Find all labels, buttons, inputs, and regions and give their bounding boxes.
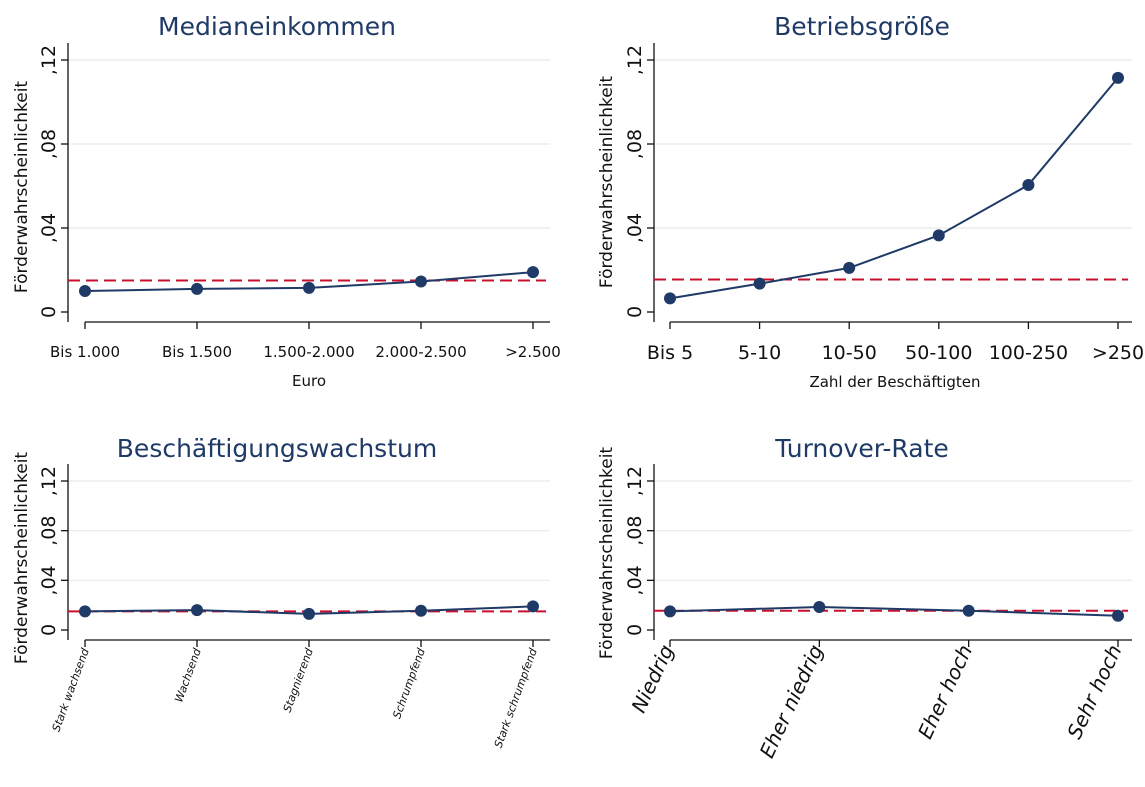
chart-title: Medianeinkommen [158,12,396,41]
data-point [1112,71,1124,84]
y-axis-label: Förderwahrscheinlichkeit [12,452,32,665]
y-tick-label: 0 [38,624,60,636]
x-tick-label: Eher hoch [913,641,977,742]
series-line [669,77,1119,300]
data-point [415,275,427,288]
chart-title: Betriebsgröße [774,12,950,41]
data-point [962,604,975,617]
y-tick-label: ,04 [624,565,646,595]
y-tick-label: 0 [624,306,646,318]
series-line [669,606,1119,617]
x-axis-label: Euro [292,372,326,390]
data-point [191,282,203,295]
x-tick-label: Stagnierend [281,646,316,714]
data-point [753,277,766,290]
data-point [527,600,539,613]
y-tick-label: ,12 [624,466,646,496]
y-tick-label: ,08 [38,516,60,546]
x-tick-label: Eher niedrig [755,641,828,762]
x-tick-label: Stark wachsend [50,646,93,734]
y-axis-label: Förderwahrscheinlichkeit [597,76,617,289]
x-tick-label: >250 [1092,342,1144,364]
data-point [813,601,826,614]
data-point [79,285,91,297]
data-point [303,607,315,620]
x-tick-label: 100-250 [989,342,1068,364]
data-point [527,266,539,279]
y-tick-label: 0 [38,306,60,318]
panel-turnover-rate: Turnover-Rate Förderwahrscheinlichkeit 0… [597,434,1132,762]
x-tick-label: Niedrig [626,641,678,716]
panel-beschaeftigungswachstum: Beschäftigungswachstum Förderwahrscheinl… [12,434,550,750]
data-point [415,604,427,617]
y-tick-label: ,04 [38,565,60,595]
data-point [303,281,315,294]
x-tick-label: Bis 1.500 [162,343,232,361]
panel-medianeinkommen: Medianeinkommen Förderwahrscheinlichkeit… [12,12,561,390]
data-point [664,605,676,618]
data-point [191,604,203,617]
x-tick-label: 10-50 [822,342,877,364]
y-tick-label: 0 [624,624,646,636]
x-tick-label: 5-10 [738,342,781,364]
x-tick-label: >2.500 [505,343,561,361]
y-tick-label: ,08 [38,129,60,159]
panel-betriebsgroesse: Betriebsgröße Förderwahrscheinlichkeit Z… [597,12,1144,391]
x-tick-label: 1.500-2.000 [263,343,354,361]
y-tick-label: ,12 [38,466,60,496]
x-tick-label: Bis 1.000 [50,343,120,361]
x-tick-label: Sehr hoch [1062,641,1126,743]
x-tick-label: 50-100 [905,342,972,364]
x-tick-label: 2.000-2.500 [375,343,466,361]
chart-title: Turnover-Rate [774,434,949,463]
x-tick-label: Bis 5 [647,342,693,364]
y-tick-label: ,04 [38,213,60,243]
data-point [79,605,91,618]
data-point [1112,609,1124,622]
chart-title: Beschäftigungswachstum [117,434,437,463]
data-point [932,229,945,242]
y-tick-label: ,08 [624,516,646,546]
y-tick-label: ,12 [624,45,646,75]
x-axis-label: Zahl der Beschäftigten [809,373,980,391]
x-tick-label: Wachsend [172,646,204,704]
y-axis-label: Förderwahrscheinlichkeit [12,81,32,294]
y-tick-label: ,04 [624,213,646,243]
y-tick-label: ,12 [38,45,60,75]
data-point [1022,178,1035,191]
data-point [843,261,856,274]
x-tick-label: Schrumpfend [390,646,428,721]
y-axis-label: Förderwahrscheinlichkeit [597,447,617,660]
x-tick-label: Stark schrumpfend [492,646,540,750]
data-point [664,292,676,305]
y-tick-label: ,08 [624,129,646,159]
